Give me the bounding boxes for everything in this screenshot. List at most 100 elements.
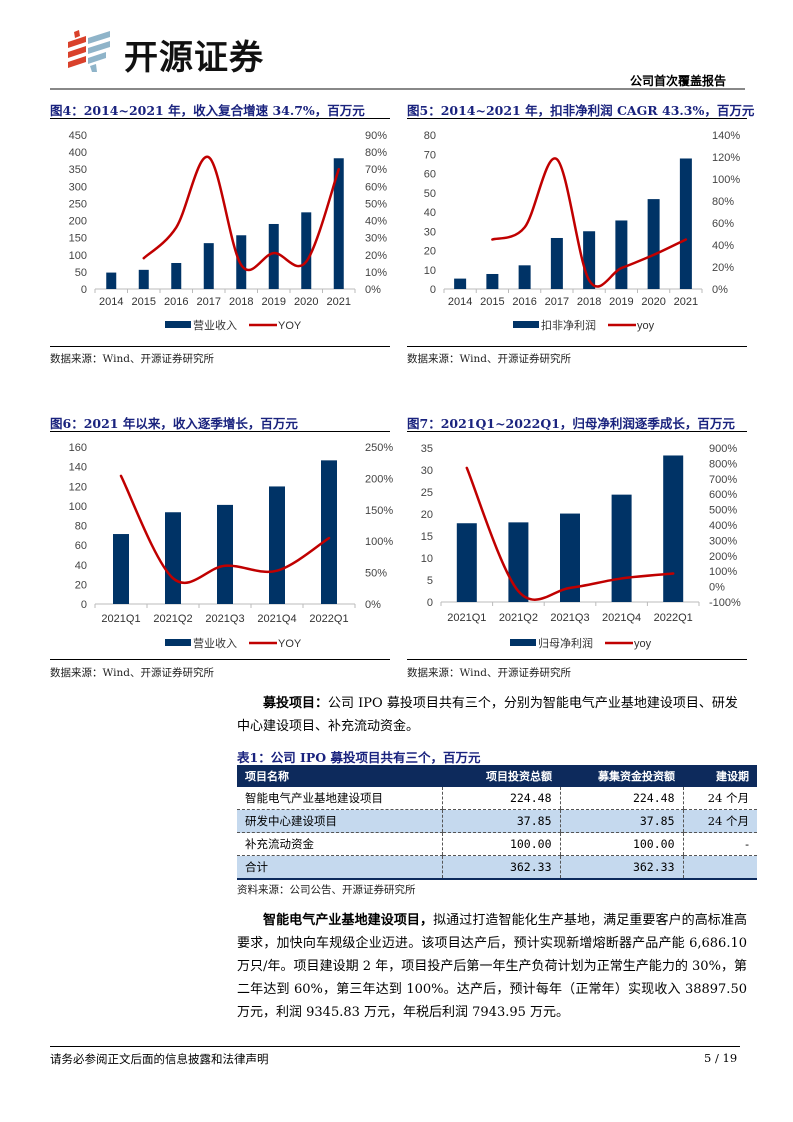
y-tick-right: 140% (712, 130, 740, 142)
legend-bar-label: 归母净利润 (538, 636, 593, 650)
y-tick-left: 5 (427, 575, 433, 587)
cell-period: 24 个月 (682, 787, 757, 810)
x-tick-label: 2019 (609, 296, 633, 308)
bar (138, 269, 149, 289)
y-tick-left: 80 (75, 521, 87, 533)
y-tick-right: 10% (365, 267, 387, 279)
x-tick-label: 2021Q3 (550, 612, 589, 624)
y-tick-right: 50% (365, 568, 387, 580)
x-tick-label: 2015 (132, 296, 156, 308)
bar (333, 158, 344, 289)
table-row: 智能电气产业基地建设项目 224.48 224.48 24 个月 (237, 787, 757, 810)
page-number: 5 / 19 (704, 1051, 738, 1065)
y-tick-left: 400 (69, 147, 87, 159)
y-tick-left: 70 (424, 149, 436, 161)
col-project-name: 项目名称 (237, 765, 442, 787)
bar (518, 265, 531, 289)
figure-7-title: 图7：2021Q1~2022Q1，归母净利润逐季成长，百万元 (407, 416, 735, 431)
y-tick-right: 200% (365, 473, 393, 485)
y-tick-left: 450 (69, 130, 87, 142)
y-tick-left: 60 (75, 540, 87, 552)
y-tick-right: 900% (709, 443, 737, 455)
y-tick-right: 800% (709, 458, 737, 470)
figure-4-title: 图4：2014~2021 年，收入复合增速 34.7%，百万元 (50, 103, 365, 118)
y-tick-right: 100% (365, 536, 393, 548)
cell-name: 补充流动资金 (237, 832, 442, 856)
x-tick-label: 2016 (512, 296, 536, 308)
y-tick-right: 0% (365, 599, 381, 611)
y-tick-right: 60% (712, 218, 734, 230)
figure-6-source: 数据来源：Wind、开源证券研究所 (50, 667, 214, 679)
yoy-line (491, 157, 688, 288)
cell-raised: 100.00 (559, 832, 683, 856)
x-tick-label: 2017 (197, 296, 221, 308)
x-tick-label: 2019 (262, 296, 286, 308)
y-tick-left: 80 (424, 130, 436, 142)
y-tick-left: 100 (69, 250, 87, 262)
y-tick-left: 140 (69, 462, 87, 474)
y-tick-right: 0% (709, 582, 725, 594)
y-tick-left: 150 (69, 233, 87, 245)
legend-bar-label: 扣非净利润 (541, 318, 596, 332)
y-tick-left: 10 (424, 265, 436, 277)
cell-raised: 37.85 (559, 809, 683, 833)
bar (615, 220, 628, 289)
x-tick-label: 2014 (448, 296, 472, 308)
bar (550, 237, 563, 289)
y-tick-left: 0 (427, 597, 433, 609)
y-tick-right: 700% (709, 474, 737, 486)
yoy-line (142, 155, 340, 272)
y-tick-right: 20% (712, 262, 734, 274)
smart-electric-paragraph: 智能电气产业基地建设项目，拟通过打造智能化生产基地，满足重要客户的高标准高要求，… (237, 909, 747, 1024)
legend-line-label: YOY (278, 320, 302, 332)
logo: 开源证券 (66, 28, 286, 78)
y-tick-right: 150% (365, 505, 393, 517)
bar (301, 212, 312, 289)
y-tick-right: 100% (709, 566, 737, 578)
report-type: 公司首次覆盖报告 (630, 74, 727, 88)
x-tick-label: 2021Q3 (205, 613, 244, 625)
x-tick-label: 2021Q2 (499, 612, 538, 624)
y-tick-left: 30 (421, 465, 433, 477)
bar (486, 273, 499, 289)
y-tick-right: -100% (709, 597, 741, 609)
bar (454, 278, 467, 289)
legend-bar-swatch (165, 639, 191, 646)
x-tick-label: 2018 (229, 296, 253, 308)
y-tick-right: 120% (712, 152, 740, 164)
y-tick-left: 120 (69, 481, 87, 493)
table-1-source: 资料来源：公司公告、开源证券研究所 (237, 884, 416, 896)
y-tick-right: 500% (709, 505, 737, 517)
footer-disclaimer: 请务必参阅正文后面的信息披露和法律声明 (50, 1052, 269, 1066)
x-tick-label: 2021Q4 (257, 613, 296, 625)
y-tick-left: 60 (424, 169, 436, 181)
ipo-projects-label: 募投项目： (263, 696, 329, 711)
y-tick-right: 0% (712, 284, 728, 296)
figure-6-source-rule (50, 659, 390, 660)
logo-mark-icon (68, 30, 110, 72)
y-tick-left: 160 (69, 442, 87, 454)
bar (560, 513, 580, 602)
x-tick-label: 2021 (674, 296, 698, 308)
x-tick-label: 2022Q1 (654, 612, 693, 624)
x-tick-label: 2021Q2 (153, 613, 192, 625)
x-tick-label: 2020 (641, 296, 665, 308)
table-row: 补充流动资金 100.00 100.00 - (237, 832, 757, 856)
y-tick-left: 40 (424, 207, 436, 219)
y-tick-left: 0 (81, 284, 87, 296)
legend-line-label: yoy (637, 320, 655, 332)
legend-bar-swatch (513, 321, 539, 328)
cell-total: 224.48 (441, 787, 560, 810)
figure-5-chart: 0 10 20 30 40 50 60 70 80 0% 20% 40% 60% 80% 100% 120% 1… (407, 122, 752, 337)
figure-4-source: 数据来源：Wind、开源证券研究所 (50, 353, 214, 365)
figure-4-chart: 0 50 100 150 200 250 300 350 400 450 0% 10% 20% 30% 40… (50, 122, 395, 337)
y-tick-left: 20 (424, 246, 436, 258)
x-tick-label: 2014 (99, 296, 123, 308)
bar (203, 243, 214, 289)
y-tick-right: 80% (365, 147, 387, 159)
y-tick-right: 600% (709, 489, 737, 501)
ipo-projects-text: 公司 IPO 募投项目共有三个，分别为智能电气产业基地建设项目、研发中心建设项目… (237, 696, 738, 734)
cell-total: 37.85 (441, 809, 560, 833)
y-tick-left: 15 (421, 531, 433, 543)
figure-5-title-rule (407, 118, 747, 119)
